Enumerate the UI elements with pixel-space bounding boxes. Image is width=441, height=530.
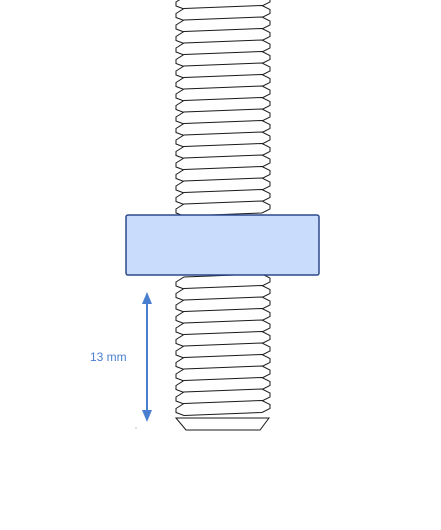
thread-crest <box>175 85 271 102</box>
thread-crest <box>175 330 271 348</box>
thread-crest <box>175 27 271 45</box>
thread-crest <box>175 188 271 206</box>
thread-crest <box>175 50 271 68</box>
nut <box>125 214 320 276</box>
thread-crest <box>175 4 271 22</box>
thread-crest <box>175 165 271 183</box>
thread-crest <box>175 200 271 217</box>
threaded-rod-lower <box>175 273 271 417</box>
thread-crest <box>175 119 271 137</box>
thread-crest <box>175 273 271 290</box>
dimension-arrow <box>142 292 152 422</box>
thread-crest <box>175 307 271 325</box>
dimension-label: 13 mm <box>90 350 127 364</box>
thread-crest <box>175 73 271 91</box>
threaded-rod-upper <box>175 0 271 217</box>
thread-crest <box>175 342 271 359</box>
dimension-tick-mark <box>135 427 137 429</box>
thread-crest <box>175 108 271 125</box>
thread-crest <box>175 16 271 33</box>
thread-crest <box>175 96 271 114</box>
thread-crest <box>175 131 271 148</box>
thread-crest <box>175 142 271 160</box>
thread-crest <box>175 353 271 371</box>
thread-crest <box>175 319 271 336</box>
thread-crest <box>175 296 271 313</box>
thread-crest <box>175 62 271 79</box>
rod-chamfered-end <box>174 417 270 431</box>
thread-crest <box>175 39 271 56</box>
thread-crest <box>175 388 271 405</box>
thread-crest <box>175 399 271 417</box>
thread-crest <box>175 365 271 382</box>
thread-crest <box>175 376 271 394</box>
thread-crest <box>175 177 271 194</box>
thread-crest <box>175 154 271 171</box>
thread-crest <box>175 284 271 302</box>
thread-crest <box>175 0 271 10</box>
